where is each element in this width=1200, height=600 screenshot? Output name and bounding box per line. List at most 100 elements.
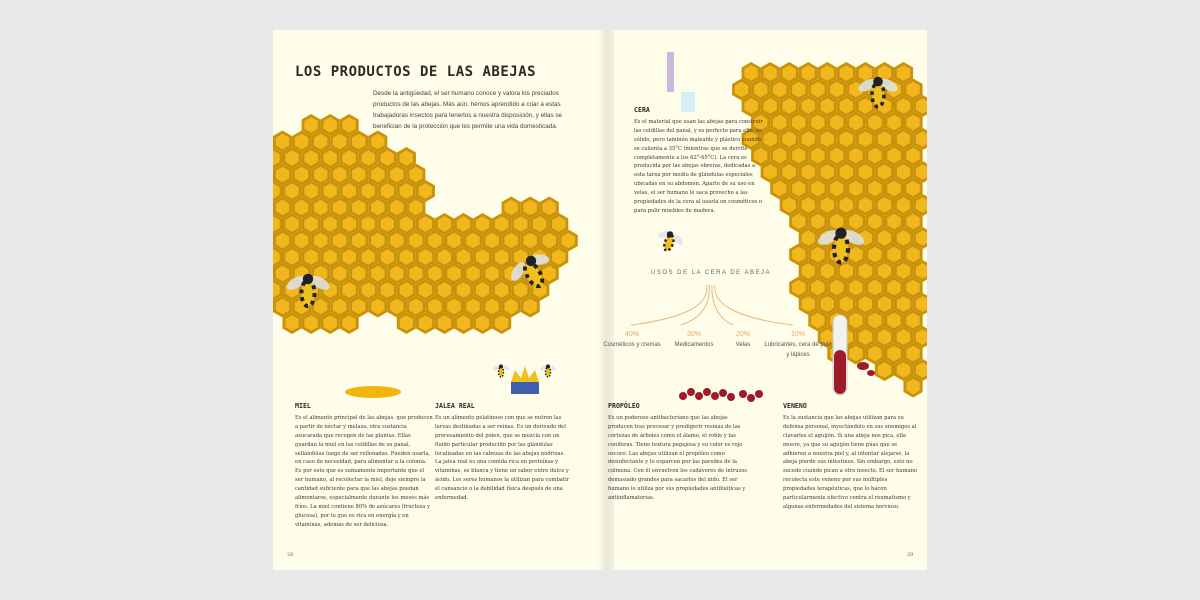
honeycomb-cell-fill: [763, 98, 777, 114]
honeycomb-cell-fill: [830, 147, 844, 164]
section-jalea-real: JALEA REAL Es un alimento gelatinoso con…: [435, 402, 573, 503]
honeycomb-cell-fill: [352, 166, 366, 183]
honeycomb-cell-fill: [418, 216, 433, 232]
honeycomb-cell-fill: [418, 282, 433, 298]
honeycomb-cell-fill: [820, 197, 834, 213]
honeycomb-cell-fill: [504, 232, 518, 249]
use-label: Cosméticos y cremas: [603, 342, 661, 348]
honeycomb-cell-fill: [418, 183, 433, 199]
branch-line: [680, 284, 710, 326]
honeycomb-cell-fill: [342, 249, 356, 265]
honeycomb-cell-fill: [858, 329, 873, 345]
honeycomb-cell-fill: [361, 282, 375, 298]
honeycomb-cell-fill: [906, 246, 920, 263]
honeycomb-cell-fill: [399, 216, 413, 232]
honeycomb-cell-fill: [858, 65, 873, 81]
honeycomb-cell-fill: [504, 298, 518, 315]
honeycomb-cell-fill: [811, 246, 825, 263]
honeycomb-cell-fill: [820, 296, 834, 312]
honeycomb-cell-fill: [285, 216, 299, 232]
honeycomb-cell-fill: [399, 249, 413, 265]
use-label: Lubricantes, cera de pulir y lápices: [764, 342, 832, 358]
honeycomb-cell-fill: [915, 98, 927, 114]
honeycomb-cell-fill: [399, 150, 413, 166]
honeycomb-cell-fill: [830, 279, 844, 296]
honey-puddle-icon: [345, 386, 401, 398]
honeycomb-cell-fill: [371, 298, 385, 315]
honeycomb-cell-fill: [523, 232, 537, 249]
propolis-blob: [679, 392, 687, 400]
bee-body: [544, 366, 552, 378]
honeycomb-cell-fill: [342, 216, 356, 232]
honeycomb-cell-fill: [754, 114, 768, 131]
honeycomb-cell-fill: [428, 298, 442, 315]
section-body: Es el alimento principal de las abejas, …: [295, 414, 433, 528]
honeycomb-cell-fill: [782, 131, 796, 147]
honeycomb-cell-fill: [380, 183, 394, 199]
honeycomb-cell-fill: [887, 180, 901, 197]
honeycomb-cell-fill: [820, 65, 834, 81]
honeycomb-cell-fill: [868, 213, 882, 230]
honeycomb-cell-fill: [896, 131, 911, 147]
honeycomb-cell-fill: [877, 131, 892, 147]
honeycomb-cell-fill: [849, 246, 863, 263]
honeycomb-cell-fill: [409, 166, 423, 183]
honeycomb-cell-fill: [820, 131, 834, 147]
honeycomb-cell-fill: [275, 199, 290, 216]
honeycomb-cell-fill: [820, 164, 834, 180]
use-percent: 20%: [735, 331, 750, 338]
honeycomb-cell-fill: [868, 345, 882, 362]
honeycomb-cell-fill: [782, 98, 796, 114]
honeycomb-cell-fill: [896, 230, 911, 246]
honeycomb-cell-fill: [273, 183, 280, 199]
propolis-blob: [711, 392, 719, 400]
honeycomb-cell-fill: [342, 282, 356, 298]
honeycomb-cell-fill: [877, 263, 892, 279]
honeycomb-cell-fill: [418, 315, 433, 331]
honeycomb-cell-fill: [820, 329, 834, 345]
honeycomb-cell-fill: [409, 298, 423, 315]
honeycomb-cell-fill: [294, 166, 309, 183]
honeycomb-cell-fill: [801, 131, 815, 147]
honeycomb-cell-fill: [858, 296, 873, 312]
honeycomb-cell-fill: [868, 246, 882, 263]
bee-wing: [843, 230, 864, 245]
honeycomb-cell-fill: [811, 279, 825, 296]
honeycomb-cell-fill: [371, 232, 385, 249]
honeycomb-cell-fill: [782, 197, 796, 213]
honeycomb-cell-fill: [466, 298, 480, 315]
use-percent: 40%: [624, 331, 639, 338]
honeycomb-cell-fill: [868, 180, 882, 197]
honeycomb-cell-fill: [285, 183, 299, 199]
honeycomb-cell-fill: [849, 81, 863, 98]
honeycomb-cell-fill: [371, 166, 385, 183]
honeycomb-cell-fill: [380, 150, 394, 166]
page-title: LOS PRODUCTOS DE LAS ABEJAS: [295, 64, 537, 80]
honeycomb-cell-fill: [839, 197, 853, 213]
honeycomb-cell-fill: [437, 216, 452, 232]
honeycomb-cell-fill: [485, 298, 499, 315]
honeycomb-cell-fill: [561, 232, 575, 249]
honeycomb-cell-fill: [399, 282, 413, 298]
honeycomb-cell-fill: [906, 345, 920, 362]
honeycomb-cell-fill: [323, 183, 337, 199]
honeycomb-cell-fill: [380, 282, 394, 298]
honeycomb-cell-fill: [275, 298, 290, 315]
honeycomb-cell-fill: [275, 166, 290, 183]
branch-line: [711, 284, 734, 326]
honeycomb-cell-fill: [811, 81, 825, 98]
honeycomb-cell-fill: [314, 133, 328, 150]
honeycomb-cell-fill: [792, 180, 806, 197]
venom-drop: [867, 370, 875, 376]
book-spread: LOS PRODUCTOS DE LAS ABEJAS Desde la ant…: [273, 30, 927, 570]
honeycomb-cell-fill: [428, 232, 442, 249]
honeycomb-cell-fill: [906, 378, 920, 395]
propolis-blob: [703, 388, 711, 396]
honeycomb-cell-fill: [915, 329, 927, 345]
use-percent: 10%: [790, 331, 805, 338]
honeycomb-cell-fill: [811, 213, 825, 230]
bee-head: [302, 273, 314, 285]
honeycomb-cell-fill: [380, 216, 394, 232]
honeycomb-cell-fill: [858, 131, 873, 147]
honeycomb-cell-fill: [342, 117, 356, 133]
